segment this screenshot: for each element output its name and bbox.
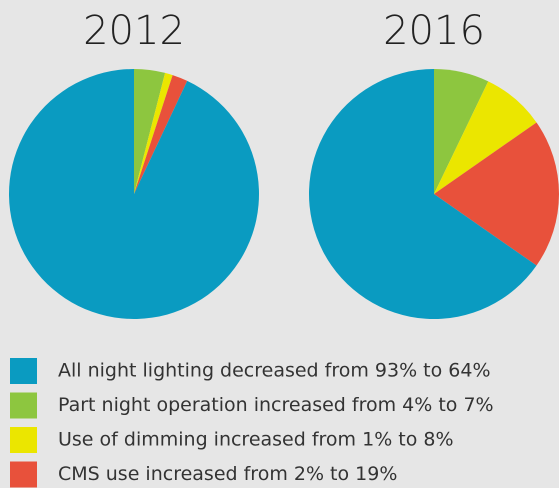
pie-title: 2016 [383, 8, 485, 54]
legend-swatch [10, 358, 37, 384]
pie-slice [434, 81, 537, 194]
pie-slice [434, 69, 489, 194]
legend-label: All night lighting decreased from 93% to… [58, 360, 491, 382]
pie-slice [134, 69, 166, 194]
legend-swatch [10, 461, 37, 488]
pie-slice [134, 75, 188, 194]
legend-swatch [10, 392, 37, 419]
pie-title: 2012 [83, 8, 185, 54]
legend-label: CMS use increased from 2% to 19% [58, 463, 397, 485]
legend-label: Part night operation increased from 4% t… [58, 394, 494, 416]
pie-slice [9, 69, 260, 320]
pie-slice [134, 72, 173, 194]
legend-label: Use of dimming increased from 1% to 8% [58, 429, 454, 451]
pie-slice [309, 69, 537, 319]
pie-slice [434, 122, 559, 266]
legend-swatch [10, 427, 37, 453]
